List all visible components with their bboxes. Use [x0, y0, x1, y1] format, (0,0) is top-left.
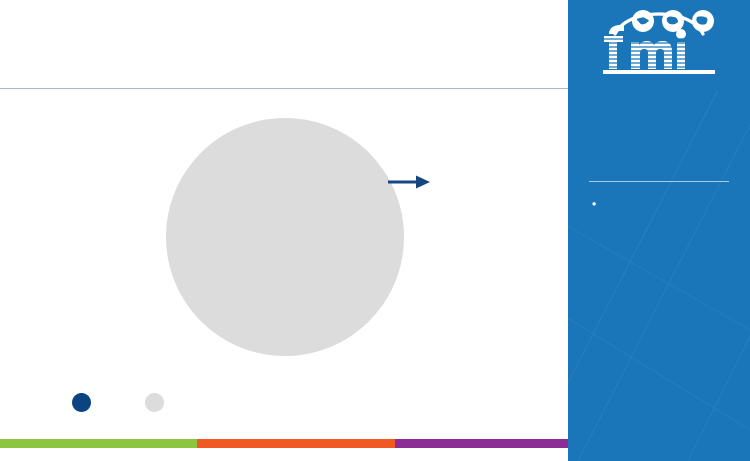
legend-item: [145, 393, 174, 412]
chart-legend: [72, 393, 174, 412]
bar-segment-green: [0, 439, 197, 448]
arrow-right-icon: [388, 175, 430, 189]
content-area: [0, 88, 568, 448]
bar-segment-purple: [395, 439, 568, 448]
globe-asia-icon: [692, 10, 714, 32]
legend-item: [72, 393, 101, 412]
pie-chart-svg: [166, 118, 404, 356]
pie-slice-all-other-segments: [166, 118, 404, 356]
bottom-color-bar: [0, 439, 568, 448]
legend-swatch-icon: [145, 393, 164, 412]
panel-texture: [568, 89, 750, 461]
fmi-logo-svg: [603, 10, 715, 74]
callout-block: [424, 160, 564, 164]
other-segments-block: [568, 172, 750, 214]
other-segments-divider: [589, 181, 729, 182]
fmi-logo[interactable]: [568, 8, 750, 86]
bar-segment-orange: [197, 439, 395, 448]
pie-chart: [165, 117, 405, 357]
side-panel: [568, 0, 750, 461]
legend-swatch-icon: [72, 393, 91, 412]
title-divider: [0, 88, 568, 89]
